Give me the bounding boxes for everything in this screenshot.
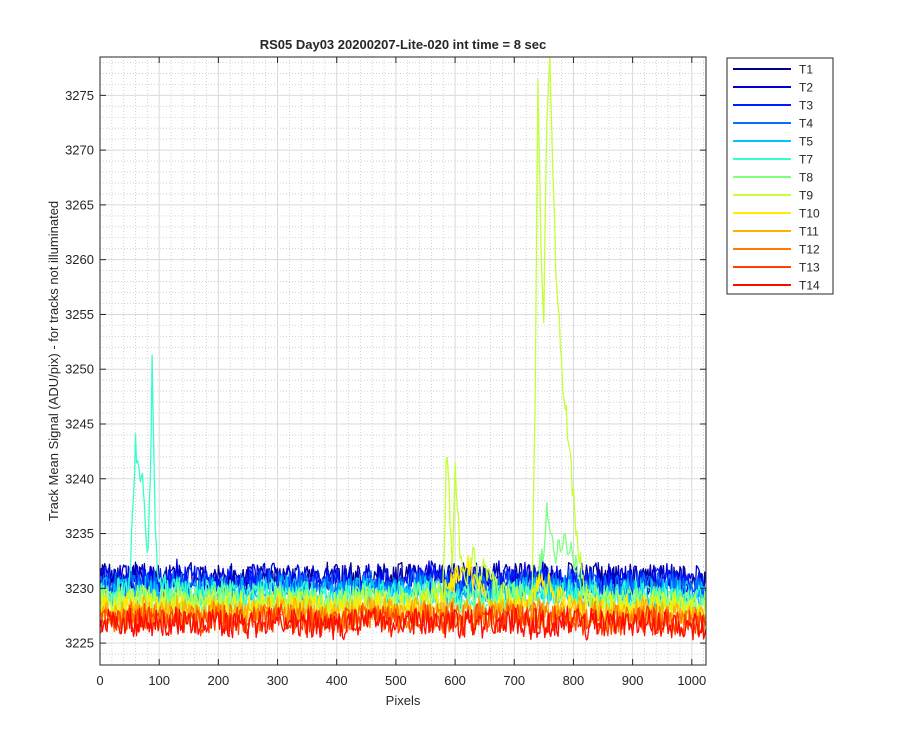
legend-label-T4: T4 xyxy=(799,117,813,131)
x-tick-label: 400 xyxy=(326,673,348,688)
x-tick-label: 900 xyxy=(622,673,644,688)
plot-area xyxy=(100,57,706,665)
legend-label-T14: T14 xyxy=(799,279,820,293)
y-tick-label: 3265 xyxy=(65,197,94,212)
chart-title: RS05 Day03 20200207-Lite-020 int time = … xyxy=(260,37,547,52)
legend-label-T10: T10 xyxy=(799,207,820,221)
y-tick-label: 3240 xyxy=(65,471,94,486)
series-layer xyxy=(99,56,707,641)
grid xyxy=(99,57,706,666)
y-tick-label: 3260 xyxy=(65,252,94,267)
y-tick-label: 3225 xyxy=(65,636,94,651)
legend-label-T9: T9 xyxy=(799,189,813,203)
legend-label-T2: T2 xyxy=(799,81,813,95)
axes: 0 100 200 300 400 500 600 700 800 900 1000 3225 3230… xyxy=(65,57,706,688)
x-axis-label: Pixels xyxy=(386,693,421,708)
series-line-T9 xyxy=(99,56,707,624)
x-tick-label: 0 xyxy=(96,673,103,688)
y-tick-label: 3255 xyxy=(65,307,94,322)
legend: T1 T2 T3 T4 T5 T7 T8 T9 T10 T11 T12 T13 T14 xyxy=(726,57,834,295)
plot-border xyxy=(99,56,707,666)
x-tick-label: 700 xyxy=(503,673,525,688)
x-tick-label: 600 xyxy=(444,673,466,688)
y-tick-label: 3230 xyxy=(65,581,94,596)
series-line-T14 xyxy=(99,606,707,641)
x-tick-label: 300 xyxy=(267,673,289,688)
x-tick-label: 800 xyxy=(563,673,585,688)
legend-label-T3: T3 xyxy=(799,99,813,113)
x-tick-label: 500 xyxy=(385,673,407,688)
legend-label-T11: T11 xyxy=(799,225,819,239)
legend-label-T5: T5 xyxy=(799,135,813,149)
legend-label-T12: T12 xyxy=(799,243,820,257)
y-tick-label: 3250 xyxy=(65,362,94,377)
legend-label-T13: T13 xyxy=(799,261,820,275)
y-tick-label: 3235 xyxy=(65,526,94,541)
legend-label-T8: T8 xyxy=(799,171,813,185)
x-tick-label: 1000 xyxy=(677,673,706,688)
y-tick-label: 3245 xyxy=(65,416,94,431)
y-axis-label: Track Mean Signal (ADU/pix) - for tracks… xyxy=(46,201,61,521)
legend-label-T7: T7 xyxy=(799,153,813,167)
x-tick-label: 100 xyxy=(148,673,170,688)
y-tick-label: 3275 xyxy=(65,88,94,103)
legend-label-T1: T1 xyxy=(799,63,813,77)
x-tick-label: 200 xyxy=(208,673,230,688)
y-tick-label: 3270 xyxy=(65,143,94,158)
